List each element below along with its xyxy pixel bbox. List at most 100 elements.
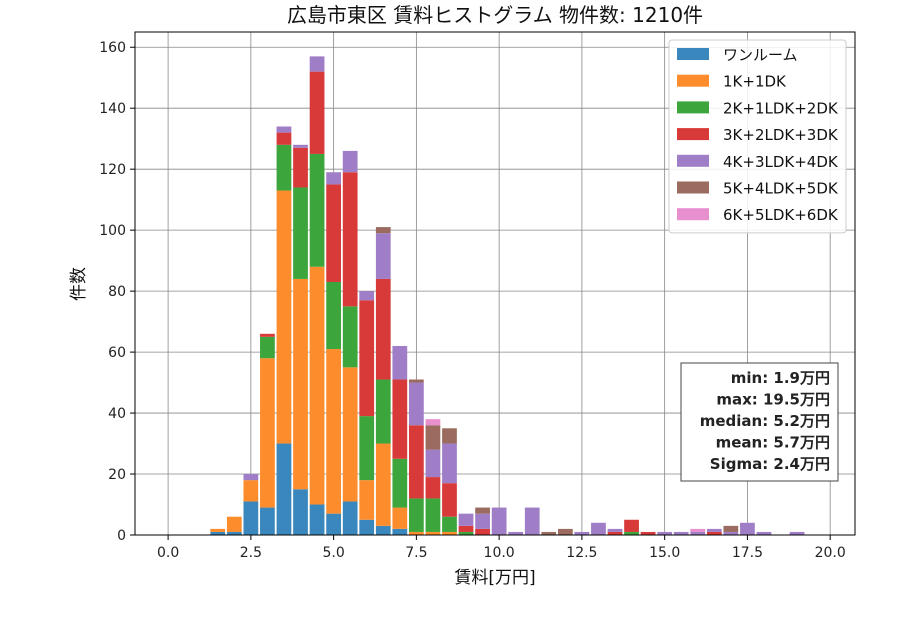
- bar-segment: [491, 507, 507, 535]
- x-tick-label: 5.0: [322, 545, 344, 561]
- legend-label: 5K+4LDK+5DK: [723, 180, 839, 198]
- bar-segment: [276, 132, 292, 145]
- bar-segment: [425, 419, 441, 426]
- bar-segment: [541, 531, 557, 535]
- bar-segment: [673, 531, 689, 535]
- bar-segment: [293, 187, 308, 279]
- bar-segment: [706, 531, 722, 535]
- bar-segment: [326, 184, 341, 282]
- y-tick-label: 140: [99, 101, 126, 117]
- bar-segment: [624, 531, 639, 535]
- legend-swatch: [677, 128, 709, 141]
- stats-line: Sigma: 2.4万円: [710, 455, 830, 473]
- stats-box: min: 1.9万円 max: 19.5万円 median: 5.2万円 mean: …: [680, 362, 839, 482]
- bar-segment: [723, 525, 739, 532]
- bar-segment: [640, 531, 656, 535]
- bar-segment: [226, 516, 242, 532]
- bar-segment: [326, 172, 341, 185]
- bar-segment: [260, 507, 275, 535]
- bar-segment: [591, 522, 606, 535]
- bar-segment: [326, 513, 341, 535]
- bar-segment: [359, 416, 375, 481]
- bar-segment: [740, 522, 755, 535]
- bar-segment: [375, 227, 391, 234]
- bar-segment: [342, 501, 358, 535]
- bar-segment: [607, 531, 623, 535]
- bar-segment: [723, 531, 739, 535]
- bar-segment: [458, 531, 474, 535]
- legend-label: 6K+5LDK+6DK: [723, 206, 839, 224]
- bar-segment: [475, 513, 490, 529]
- legend-label: 4K+3LDK+4DK: [723, 153, 839, 171]
- y-tick-label: 100: [99, 223, 126, 239]
- bar-segment: [392, 507, 408, 529]
- bar-segment: [243, 474, 259, 481]
- stats-line: median: 5.2万円: [700, 412, 830, 430]
- bar-segment: [690, 531, 706, 535]
- x-tick-label: 20.0: [815, 545, 846, 561]
- legend-swatch: [677, 74, 709, 87]
- y-axis-label: 件数: [69, 267, 89, 301]
- bar-segment: [442, 483, 457, 517]
- bar-segment: [624, 519, 639, 532]
- bar-segment: [342, 172, 358, 307]
- x-tick-label: 2.5: [240, 545, 262, 561]
- x-tick-label: 7.5: [405, 545, 427, 561]
- bar-segment: [409, 425, 424, 499]
- bar-segment: [276, 190, 292, 444]
- legend-label: 2K+1LDK+2DK: [723, 99, 839, 117]
- legend-swatch: [677, 208, 709, 221]
- y-tick-label: 40: [108, 406, 126, 422]
- y-tick-label: 60: [108, 345, 126, 361]
- bar-segment: [243, 501, 259, 535]
- plot-frame: [134, 31, 856, 536]
- bar-segment: [309, 153, 325, 267]
- legend-swatch: [677, 48, 709, 60]
- bar-segment: [359, 291, 375, 301]
- bar-segment: [425, 425, 441, 450]
- legend-swatch: [677, 101, 709, 114]
- y-tick-label: 160: [99, 40, 126, 56]
- bar-segment: [375, 278, 391, 380]
- bar-segment: [392, 528, 408, 535]
- x-tick-label: 0.0: [157, 545, 179, 561]
- bar-segment: [409, 531, 424, 535]
- bar-segment: [475, 507, 490, 514]
- stats-line: max: 19.5万円: [716, 391, 830, 409]
- bar-segment: [657, 531, 673, 535]
- bar-segment: [375, 525, 391, 535]
- bar-segment: [475, 528, 490, 535]
- legend: ワンルーム 1K+1DK 2K+1LDK+2DK 3K+2LDK+3DK 4K+3LDK…: [668, 39, 847, 234]
- bar-segment: [359, 300, 375, 417]
- stats-box-frame: [680, 362, 839, 482]
- x-tick-label: 10.0: [484, 545, 515, 561]
- bar-segment: [276, 443, 292, 535]
- bar-segment: [756, 531, 772, 535]
- y-tick-label: 20: [108, 467, 126, 483]
- bar-segment: [342, 150, 358, 173]
- bar-segment: [442, 428, 457, 444]
- y-tick-label: 120: [99, 162, 126, 178]
- bar-segment: [425, 477, 441, 499]
- bar-segment: [293, 489, 308, 535]
- bar-segment: [359, 519, 375, 535]
- x-axis-label: 賃料[万円]: [454, 568, 535, 588]
- bar-segment: [309, 266, 325, 505]
- bar-segment: [342, 306, 358, 368]
- bar-segment: [392, 345, 408, 380]
- legend-label: ワンルーム: [723, 46, 798, 64]
- bar-segment: [409, 498, 424, 532]
- legend-label: 3K+2LDK+3DK: [723, 126, 839, 144]
- bar-segment: [409, 382, 424, 426]
- bar-segment: [442, 516, 457, 532]
- bar-segment: [574, 531, 590, 535]
- chart-title: 広島市東区 賃料ヒストグラム 物件数: 1210件: [287, 3, 703, 27]
- bar-segment: [276, 126, 292, 133]
- legend-label: 1K+1DK: [723, 73, 787, 91]
- legend-swatch: [677, 181, 709, 194]
- bars: [210, 56, 805, 535]
- legend-box: [668, 39, 847, 234]
- bar-segment: [458, 513, 474, 526]
- x-axis-ticks: 0.0 2.5 5.0 7.5 10.0 12.5 15.0 17.5 20.0: [157, 535, 846, 561]
- x-tick-label: 12.5: [566, 545, 597, 561]
